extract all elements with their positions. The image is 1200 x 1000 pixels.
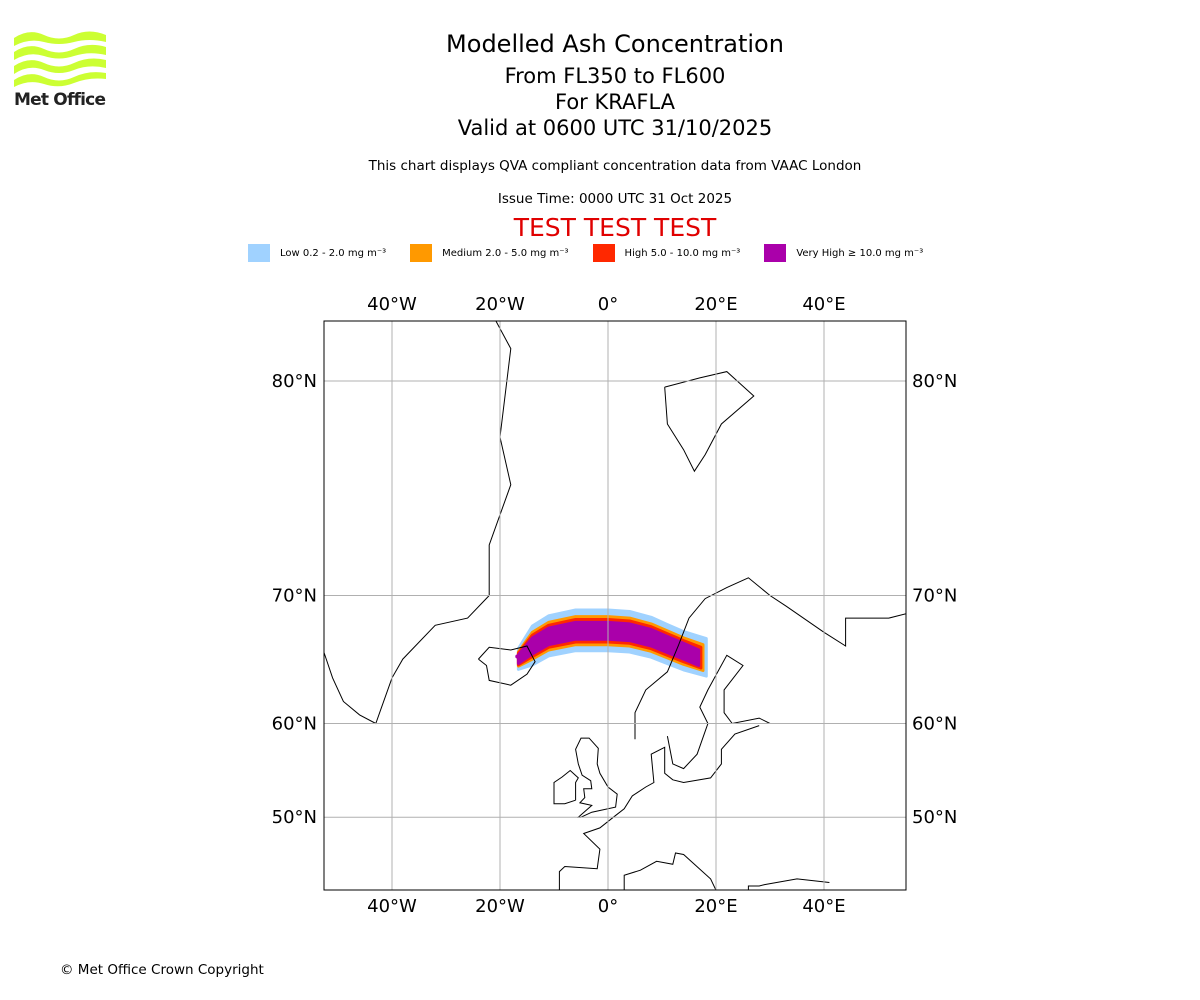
plume-layer-3 [516, 620, 701, 667]
chart-title: Modelled Ash Concentration [446, 30, 784, 58]
legend-swatch [248, 244, 270, 262]
volcano-marker [515, 654, 520, 659]
lat-tick-label: 50°N [912, 807, 957, 828]
legend-item-high: High 5.0 - 10.0 mg m⁻³ [592, 244, 765, 262]
lon-tick-label: 20°E [694, 896, 737, 917]
legend-item-very-high: Very High ≥ 10.0 mg m⁻³ [764, 244, 947, 262]
issue-time: Issue Time: 0000 UTC 31 Oct 2025 [497, 191, 733, 207]
legend-swatch [410, 244, 433, 262]
legend-item-low: Low 0.2 - 2.0 mg m⁻³ [248, 244, 410, 262]
legend-label: Very High ≥ 10.0 mg m⁻³ [796, 247, 924, 259]
coastline-9 [747, 878, 830, 890]
lat-tick-label: 60°N [912, 714, 957, 735]
lat-tick-label: 80°N [272, 371, 317, 392]
legend-label: High 5.0 - 10.0 mg m⁻³ [624, 247, 741, 259]
logo-text: Met Office [14, 90, 106, 110]
map-frame [323, 320, 907, 891]
lon-tick-label: 40°W [367, 896, 417, 917]
legend-label: Low 0.2 - 2.0 mg m⁻³ [280, 247, 387, 259]
coastline-0 [324, 321, 512, 725]
legend: Low 0.2 - 2.0 mg m⁻³ Medium 2.0 - 5.0 mg… [248, 244, 947, 262]
coastline-3 [575, 737, 618, 818]
lon-tick-label: 0° [598, 294, 618, 315]
lon-tick-label: 40°W [367, 294, 417, 315]
lon-tick-label: 40°E [802, 896, 845, 917]
test-banner: TEST TEST TEST [513, 213, 717, 242]
legend-label: Medium 2.0 - 5.0 mg m⁻³ [442, 247, 569, 259]
volcano-name: For KRAFLA [555, 90, 675, 114]
legend-item-medium: Medium 2.0 - 5.0 mg m⁻³ [410, 244, 592, 262]
coastline-7 [666, 654, 771, 770]
met-office-logo: Met Office [14, 30, 106, 110]
legend-swatch [592, 244, 615, 262]
map-content [324, 321, 906, 890]
lat-tick-label: 70°N [272, 585, 317, 606]
lon-tick-label: 40°E [802, 294, 845, 315]
coastline-4 [553, 769, 579, 805]
lon-tick-label: 20°W [475, 896, 525, 917]
chart-description: This chart displays QVA compliant concen… [368, 158, 862, 174]
coastline-6 [634, 577, 906, 740]
lon-tick-label: 0° [598, 896, 618, 917]
wave-logo-icon [14, 31, 106, 87]
lat-tick-label: 50°N [272, 807, 317, 828]
lat-tick-label: 60°N [272, 714, 317, 735]
coastline-8 [623, 852, 717, 890]
lon-tick-label: 20°W [475, 294, 525, 315]
legend-swatch [764, 244, 787, 262]
coastline-2 [664, 371, 755, 473]
flight-levels: From FL350 to FL600 [504, 64, 726, 88]
lon-tick-label: 20°E [694, 294, 737, 315]
valid-time: Valid at 0600 UTC 31/10/2025 [457, 116, 773, 140]
lat-tick-label: 80°N [912, 371, 957, 392]
copyright: © Met Office Crown Copyright [60, 962, 264, 978]
lat-tick-label: 70°N [912, 585, 957, 606]
